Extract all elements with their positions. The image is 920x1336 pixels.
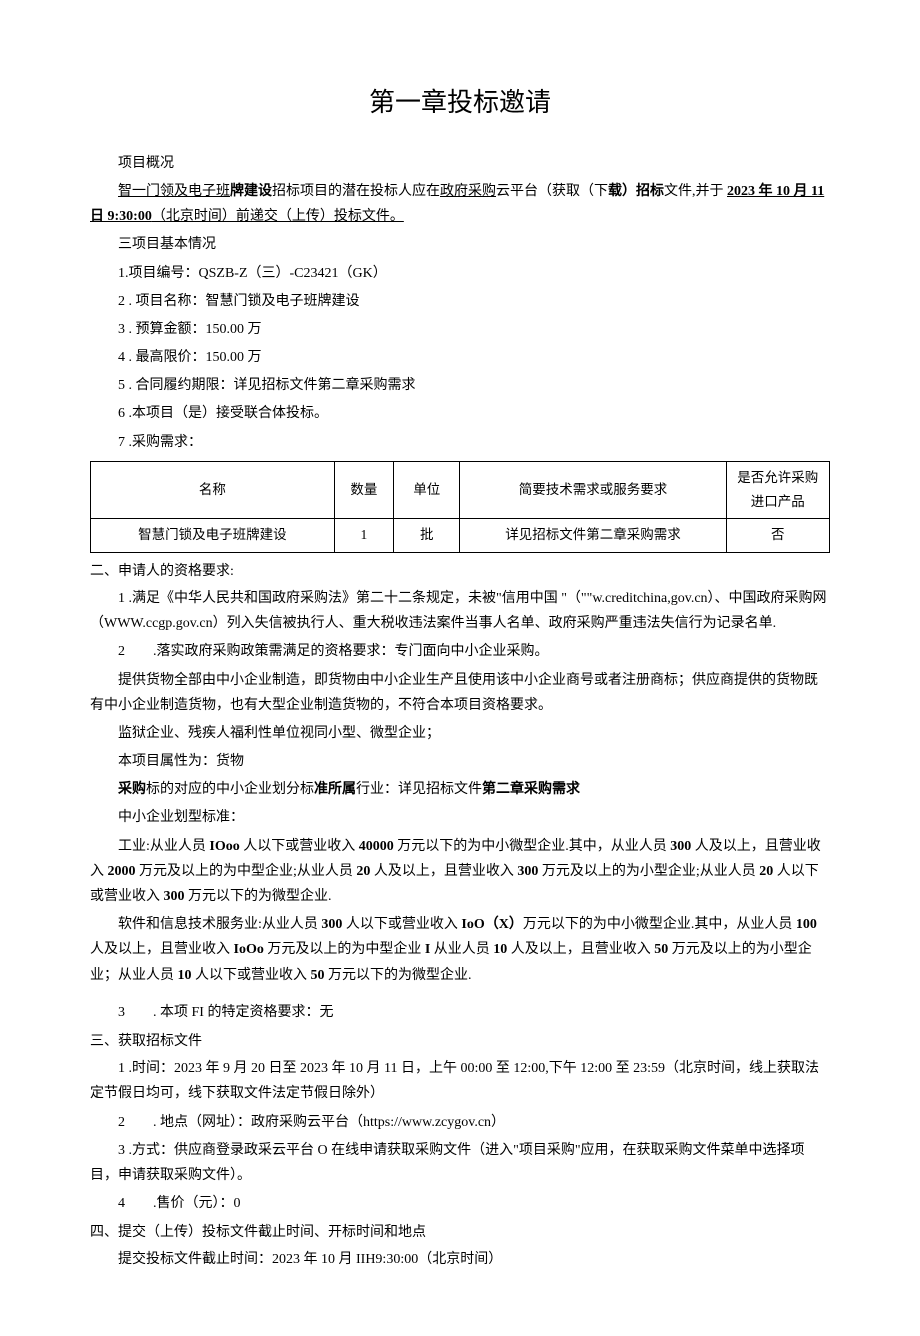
document-title: 第一章投标邀请 [90, 80, 830, 127]
s2-p8c: 人以下或营业收入 [240, 839, 359, 854]
s2-p9q: 人以下或营业收入 [192, 968, 311, 983]
td-name: 智慧门锁及电子班牌建设 [91, 519, 335, 552]
s2-p6: 采购标的对应的中小企业划分标准所属行业：详见招标文件第二章采购需求 [90, 777, 830, 802]
section-3-head: 三、获取招标文件 [90, 1029, 830, 1054]
s2-p9i: 万元及以上的为中型企业 [264, 942, 425, 957]
s2-p9p: 10 [178, 968, 192, 983]
s2-p8m: 万元及以上的为小型企业;从业人员 [538, 864, 759, 879]
td-requirement: 详见招标文件第二章采购需求 [460, 519, 726, 552]
s2-p10: 3 . 本项 FI 的特定资格要求：无 [90, 1000, 830, 1025]
s2-p8e: 万元以下的为中小微型企业.其中，从业人员 [394, 839, 671, 854]
intro-part-i: （北京时间）前递交（上传）投标文件。 [152, 209, 404, 224]
s2-p6d: 行业：详见招标文件 [356, 782, 482, 797]
s2-p6a: 采购 [118, 782, 146, 797]
intro-part-d: 政府采购 [440, 184, 496, 199]
item-6: 6 .本项目（是）接受联合体投标。 [90, 401, 830, 426]
s2-p8q: 万元以下的为微型企业. [185, 889, 332, 904]
section-1-head: 三项目基本情况 [90, 232, 830, 257]
td-unit: 批 [393, 519, 460, 552]
s2-p8p: 300 [164, 889, 185, 904]
item-3: 3 . 预算金额：150.00 万 [90, 317, 830, 342]
s2-p6b: 标的对应的中小企业划分标 [146, 782, 314, 797]
th-name: 名称 [91, 461, 335, 519]
table-row: 智慧门锁及电子班牌建设 1 批 详见招标文件第二章采购需求 否 [91, 519, 830, 552]
s2-p8i: 万元及以上的为中型企业;从业人员 [136, 864, 357, 879]
s2-p8k: 人及以上，且营业收入 [370, 864, 517, 879]
s2-p9n: 50 [654, 942, 668, 957]
s2-p5: 本项目属性为：货物 [90, 749, 830, 774]
intro-part-f: 载）招标 [608, 184, 664, 199]
s2-p9m: 人及以上，且营业收入 [507, 942, 654, 957]
s2-p8d: 40000 [359, 839, 394, 854]
th-unit: 单位 [393, 461, 460, 519]
s2-p9c: 人以下或营业收入 [342, 917, 461, 932]
s2-p9h: IoOo [234, 942, 264, 957]
s4-p1: 提交投标文件截止时间：2023 年 10 月 IIH9:30:00（北京时间） [90, 1247, 830, 1272]
intro-part-e: 云平台（获取（下 [496, 184, 608, 199]
intro-part-b: 牌建设 [230, 184, 272, 199]
s3-p3: 3 .方式：供应商登录政采云平台 O 在线申请获取采购文件（进入"项目采购"应用… [90, 1138, 830, 1188]
s2-p9r: 50 [311, 968, 325, 983]
th-qty: 数量 [334, 461, 393, 519]
project-overview-head: 项目概况 [90, 151, 830, 176]
s2-p8n: 20 [759, 864, 773, 879]
s2-p8f: 300 [670, 839, 691, 854]
s2-p9e: 万元以下的为中小微型企业.其中，从业人员 [523, 917, 796, 932]
s3-p4: 4 .售价（元）：0 [90, 1191, 830, 1216]
intro-paragraph: 智一门领及电子班牌建设招标项目的潜在投标人应在政府采购云平台（获取（下载）招标文… [90, 179, 830, 229]
s2-p4: 监狱企业、残疾人福利性单位视同小型、微型企业； [90, 721, 830, 746]
s2-p9b: 300 [321, 917, 342, 932]
s2-p8b: IOoo [209, 839, 239, 854]
section-4-head: 四、提交（上传）投标文件截止时间、开标时间和地点 [90, 1220, 830, 1245]
s2-p9: 软件和信息技术服务业:从业人员 300 人以下或营业收入 IoO（X）万元以下的… [90, 912, 830, 988]
s2-p9a: 软件和信息技术服务业:从业人员 [118, 917, 321, 932]
s2-p3: 提供货物全部由中小企业制造，即货物由中小企业生产且使用该中小企业商号或者注册商标… [90, 668, 830, 718]
intro-part-c: 招标项目的潜在投标人应在 [272, 184, 440, 199]
s2-p8a: 工业:从业人员 [118, 839, 209, 854]
td-qty: 1 [334, 519, 393, 552]
s2-p8j: 20 [356, 864, 370, 879]
item-4: 4 . 最高限价：150.00 万 [90, 345, 830, 370]
s2-p9f: 100 [796, 917, 817, 932]
s2-p9d: IoO（X） [461, 917, 522, 932]
item-2: 2 . 项目名称：智慧门锁及电子班牌建设 [90, 289, 830, 314]
s2-p2: 2 .落实政府采购政策需满足的资格要求：专门面向中小企业采购。 [90, 639, 830, 664]
s2-p9s: 万元以下的为微型企业. [325, 968, 472, 983]
th-requirement: 简要技术需求或服务要求 [460, 461, 726, 519]
td-import: 否 [726, 519, 829, 552]
s2-p6e: 第二章采购需求 [482, 782, 580, 797]
item-1: 1.项目编号：QSZB-Z（三）-C23421（GK） [90, 261, 830, 286]
s2-p8h: 2000 [108, 864, 136, 879]
s2-p9g: 人及以上，且营业收入 [90, 942, 234, 957]
s2-p6c: 准所属 [314, 782, 356, 797]
section-2-head: 二、申请人的资格要求: [90, 559, 830, 584]
s2-p8: 工业:从业人员 IOoo 人以下或营业收入 40000 万元以下的为中小微型企业… [90, 834, 830, 910]
intro-part-a: 智一门领及电子班 [118, 184, 230, 199]
s2-p7: 中小企业划型标准： [90, 805, 830, 830]
requirements-table: 名称 数量 单位 简要技术需求或服务要求 是否允许采购进口产品 智慧门锁及电子班… [90, 461, 830, 553]
th-import: 是否允许采购进口产品 [726, 461, 829, 519]
item-5: 5 . 合同履约期限：详见招标文件第二章采购需求 [90, 373, 830, 398]
intro-part-g: 文件,并于 [664, 184, 727, 199]
s2-p1: 1 .满足《中华人民共和国政府采购法》第二十二条规定，未被"信用中国 "（""w… [90, 586, 830, 636]
s3-p1: 1 .时间：2023 年 9 月 20 日至 2023 年 10 月 11 日，… [90, 1056, 830, 1106]
s2-p9k: 从业人员 [430, 942, 493, 957]
item-7: 7 .采购需求： [90, 430, 830, 455]
table-header-row: 名称 数量 单位 简要技术需求或服务要求 是否允许采购进口产品 [91, 461, 830, 519]
s2-p8l: 300 [517, 864, 538, 879]
s3-p2: 2 . 地点（网址）：政府采购云平台（https://www.zcygov.cn… [90, 1110, 830, 1135]
s2-p9l: 10 [493, 942, 507, 957]
